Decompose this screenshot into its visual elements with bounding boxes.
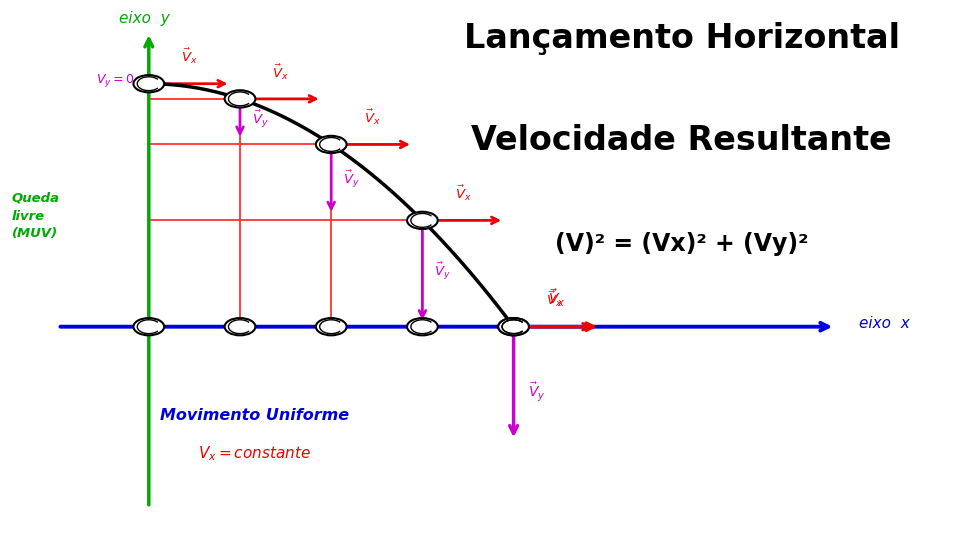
Text: $\vec{V}_x$: $\vec{V}_x$ (181, 47, 198, 66)
Text: $\vec{V}_y$: $\vec{V}_y$ (434, 261, 450, 282)
Text: eixo  y: eixo y (119, 11, 169, 26)
Text: $\vec{V}_x$: $\vec{V}_x$ (455, 184, 471, 203)
Text: $V_y{=}0$: $V_y{=}0$ (96, 72, 134, 90)
Circle shape (133, 318, 164, 335)
Circle shape (316, 136, 347, 153)
Circle shape (407, 212, 438, 229)
Text: $V_x = constante$: $V_x = constante$ (198, 444, 311, 463)
Text: Velocidade Resultante: Velocidade Resultante (471, 124, 892, 157)
Circle shape (407, 318, 438, 335)
Text: $\vec{V}_x$: $\vec{V}_x$ (548, 288, 565, 309)
Text: $\vec{V}_y$: $\vec{V}_y$ (252, 109, 268, 130)
Circle shape (225, 318, 255, 335)
Text: Queda
livre
(MUV): Queda livre (MUV) (12, 192, 60, 240)
Circle shape (225, 90, 255, 107)
Text: $\vec{V}_y$: $\vec{V}_y$ (343, 169, 359, 190)
Circle shape (498, 318, 529, 335)
Text: Lançamento Horizontal: Lançamento Horizontal (464, 22, 900, 55)
Text: (V)² = (Vx)² + (Vy)²: (V)² = (Vx)² + (Vy)² (555, 232, 808, 256)
Text: $\vec{V}_y$: $\vec{V}_y$ (528, 380, 545, 403)
Circle shape (498, 318, 529, 335)
Text: $\vec{V}_x$: $\vec{V}_x$ (364, 107, 380, 127)
Circle shape (316, 318, 347, 335)
Text: eixo  x: eixo x (859, 316, 910, 332)
Text: $\vec{V}_x$: $\vec{V}_x$ (273, 62, 289, 82)
Text: Movimento Uniforme: Movimento Uniforme (159, 408, 349, 423)
Circle shape (133, 75, 164, 92)
Text: $\vec{V}_x$: $\vec{V}_x$ (546, 290, 563, 309)
